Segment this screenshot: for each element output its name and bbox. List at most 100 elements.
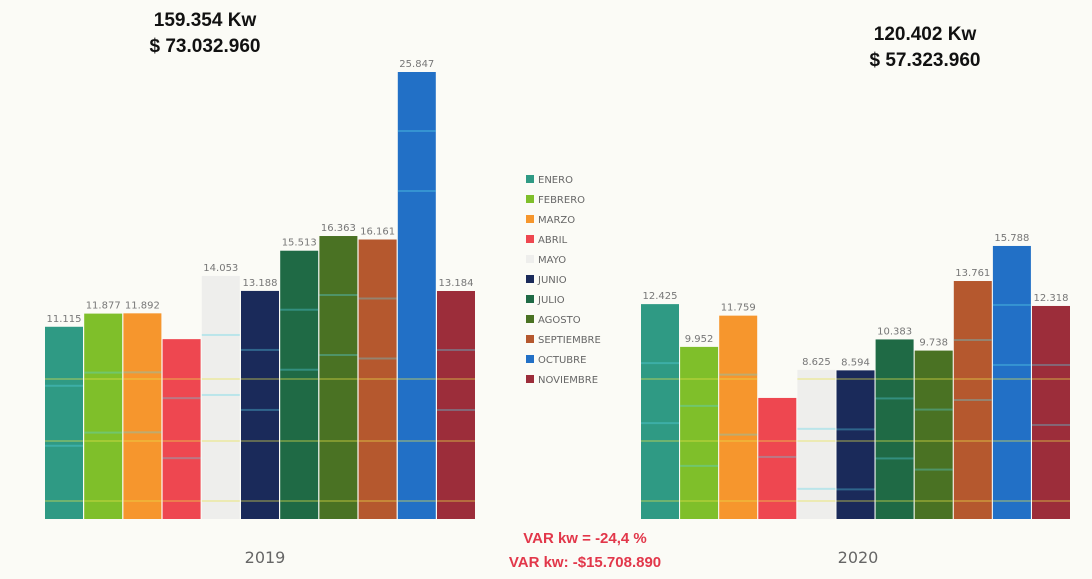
- legend-label: MAYO: [538, 255, 567, 266]
- bar-band: [397, 440, 436, 442]
- legend-swatch: [526, 195, 534, 203]
- bar-band: [680, 464, 719, 467]
- data-label: 9.952: [685, 334, 714, 345]
- data-label: 10.383: [877, 326, 912, 337]
- legend-item: OCTUBRE: [526, 354, 601, 374]
- bar-band: [719, 440, 758, 442]
- legend-swatch: [526, 215, 534, 223]
- legend-label: ENERO: [538, 175, 573, 186]
- bar-band: [992, 500, 1031, 502]
- bar-band: [797, 427, 836, 430]
- legend-swatch: [526, 315, 534, 323]
- bar-band: [162, 500, 201, 502]
- bar-band: [992, 303, 1031, 306]
- bar-band: [641, 422, 679, 425]
- bar-enero-2020: [641, 304, 679, 519]
- data-label: 13.188: [243, 278, 278, 289]
- bar-band: [719, 433, 758, 436]
- bar-band: [1032, 378, 1070, 380]
- bar-band: [680, 440, 719, 442]
- bar-band: [280, 500, 319, 502]
- bar-band: [280, 368, 319, 371]
- bar-band: [319, 500, 358, 502]
- bar-band: [437, 440, 475, 442]
- legend-item: AGOSTO: [526, 314, 601, 334]
- legend-item: JULIO: [526, 294, 601, 314]
- legend-item: ENERO: [526, 174, 601, 194]
- bar-band: [45, 378, 83, 380]
- bar-abril-2020: [758, 397, 797, 519]
- total-2019: 159.354 Kw $ 73.032.960: [120, 8, 290, 60]
- bar-junio-2019: [241, 290, 279, 519]
- group-label-2020: 2020: [838, 548, 879, 567]
- bar-noviembre-2019: [437, 290, 475, 519]
- total-2020-kw: 120.402 Kw: [873, 24, 977, 45]
- legend-label: AGOSTO: [538, 315, 581, 326]
- data-label: 14.053: [203, 263, 238, 274]
- bar-band: [397, 500, 436, 502]
- data-label: 13.184: [439, 278, 474, 289]
- bar-band: [84, 440, 123, 442]
- legend-item: FEBRERO: [526, 194, 601, 214]
- bar-band: [319, 294, 358, 297]
- bar-agosto-2019: [319, 236, 358, 519]
- bar-band: [1032, 500, 1070, 502]
- bar-band: [953, 339, 992, 342]
- data-label: 16.161: [360, 227, 395, 238]
- data-label: 8.625: [802, 357, 831, 368]
- data-label: 11.892: [125, 300, 160, 311]
- bar-band: [123, 440, 162, 442]
- variance-money: VAR kw: -$15.708.890: [508, 554, 662, 571]
- bar-band: [797, 500, 836, 502]
- legend-label: SEPTIEMBRE: [538, 335, 601, 346]
- bar-band: [201, 393, 240, 396]
- legend-item: ABRIL: [526, 234, 601, 254]
- total-2020: 120.402 Kw $ 57.323.960: [845, 22, 1005, 74]
- bar-band: [641, 440, 679, 442]
- bar-band: [953, 500, 992, 502]
- bar-band: [680, 378, 719, 380]
- legend-label: FEBRERO: [538, 195, 586, 206]
- bar-band: [358, 357, 397, 360]
- bar-abril-2019: [162, 339, 201, 519]
- bar-band: [992, 440, 1031, 442]
- bar-band: [241, 348, 279, 351]
- bar-band: [797, 378, 836, 380]
- bar-band: [319, 440, 358, 442]
- bar-band: [201, 378, 240, 380]
- legend-item: NOVIEMBRE: [526, 374, 601, 394]
- bar-band: [45, 440, 83, 442]
- bar-band: [123, 371, 162, 374]
- bar-band: [201, 440, 240, 442]
- bar-octubre-2019: [397, 72, 436, 519]
- bar-band: [875, 457, 914, 460]
- data-label: 9.738: [919, 338, 948, 349]
- bar-band: [641, 362, 679, 365]
- legend-swatch: [526, 275, 534, 283]
- bar-band: [953, 378, 992, 380]
- legend-item: MAYO: [526, 254, 601, 274]
- bar-band: [992, 378, 1031, 380]
- bar-band: [84, 431, 123, 434]
- bar-band: [397, 190, 436, 192]
- bar-band: [797, 487, 836, 490]
- bar-band: [358, 297, 397, 300]
- bar-band: [162, 440, 201, 442]
- data-label: 11.115: [47, 314, 82, 325]
- bar-band: [875, 378, 914, 380]
- bar-noviembre-2020: [1032, 305, 1070, 519]
- bar-band: [1032, 363, 1070, 366]
- data-label: 11.759: [721, 303, 756, 314]
- bar-band: [953, 399, 992, 402]
- bar-band: [836, 488, 875, 491]
- bar-band: [84, 500, 123, 502]
- bar-band: [319, 354, 358, 357]
- bar-mayo-2020: [797, 369, 836, 519]
- bar-band: [358, 500, 397, 502]
- group-label-2019: 2019: [245, 548, 286, 567]
- data-label: 12.318: [1034, 293, 1069, 304]
- legend-swatch: [526, 375, 534, 383]
- bar-band: [914, 378, 953, 380]
- bar-band: [123, 500, 162, 502]
- bar-band: [1032, 423, 1070, 426]
